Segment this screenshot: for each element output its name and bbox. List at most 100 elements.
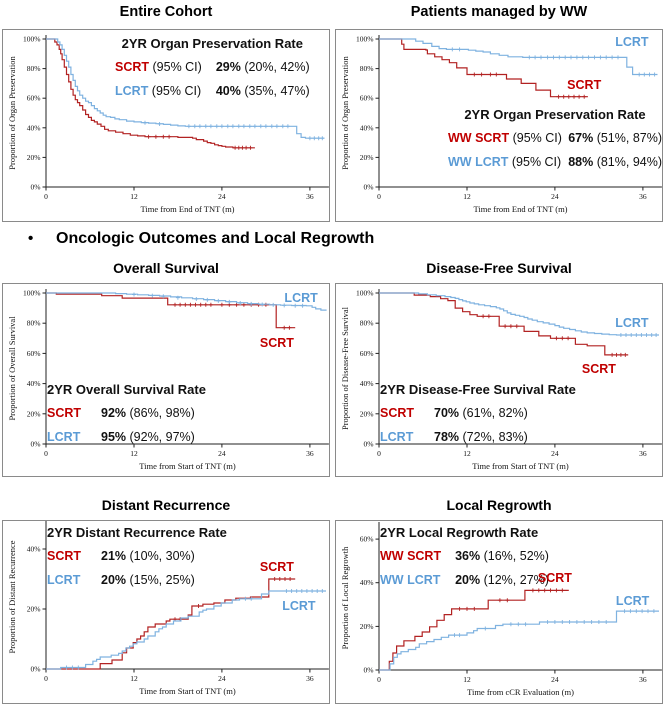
y-tick-label: 100% [23,289,41,298]
x-axis-title: Time from cCR Evaluation (m) [467,687,574,697]
lcrt-censor-marks [64,589,325,670]
x-axis-title: Time from Start of TNT (m) [139,686,236,696]
x-tick-label: 36 [306,674,314,683]
stat-ci: (20%, 42%) [240,60,310,74]
y-axis-title: Proportion of Organ Preservation [340,56,350,170]
stat-ci: (72%, 83%) [459,430,528,444]
disease-free-survival-stats-title: 2YR Disease-Free Survival Rate [380,382,576,397]
local-regrowth-label-lcrt: LCRT [615,594,650,609]
ww-scrt-censor-marks [457,588,565,611]
scrt-censor-marks [146,134,253,150]
ww-cohort-stats-rows: WW SCRT (95% CI) 67% (51%, 87%) WW LCRT (9… [448,129,662,171]
lcrt-curve [379,292,659,336]
y-tick-label: 40% [360,578,374,587]
stat-value: 36% (16%, 52%) [455,549,549,563]
local-regrowth-plot: 0% 20% 40% 60% 0 12 24 36 Time from cCR Evaluati… [340,522,662,697]
x-tick-label: 0 [44,192,48,201]
scrt-curve [46,292,296,329]
chart-panel-entire-cohort: 0% 20% 40% 60% 80% 100% 0 12 24 36 Time from End o… [2,29,330,222]
y-tick-label: 80% [27,64,41,73]
scrt-curve [379,292,629,356]
ww-scrt-curve [379,589,569,671]
y-tick-label: 20% [27,153,41,162]
y-tick-label: 80% [360,64,374,73]
stat-ci-suffix: (95% CI) [509,131,562,145]
y-tick-label: 0% [364,666,374,675]
y-tick-label: 0% [364,183,374,192]
stat-series-name: SCRT [380,406,415,420]
x-tick-label: 36 [639,449,647,458]
stat-value: 70% (61%, 82%) [434,406,528,420]
lcrt-censor-marks [132,292,305,308]
y-tick-label: 60% [27,349,41,358]
x-tick-label: 0 [44,674,48,683]
entire-cohort-stats-title: 2YR Organ Preservation Rate [121,36,303,51]
x-tick-label: 12 [130,449,138,458]
stat-ci-suffix: (95% CI) [148,84,202,98]
y-tick-label: 0% [31,183,41,192]
y-tick-label: 80% [27,319,41,328]
distant-recurrence-plot: 0% 20% 40% 0 12 24 36 Time from Start of TNT (m… [7,521,329,696]
x-tick-label: 36 [639,675,647,684]
local-regrowth-stats-title: 2YR Local Regrowth Rate [380,525,539,540]
stat-label: SCRT [47,404,87,422]
y-tick-label: 20% [27,409,41,418]
x-tick-label: 12 [130,192,138,201]
stat-label: WW SCRT (95% CI) [448,129,562,147]
stat-label: LCRT [47,428,87,446]
chart-title-entire-cohort: Entire Cohort [119,4,213,20]
x-axis-title: Time from End of TNT (m) [140,204,234,214]
x-tick-label: 36 [306,192,314,201]
lcrt-curve [46,38,325,139]
y-tick-label: 60% [360,349,374,358]
disease-free-survival-stats-box: 2YR Disease-Free Survival Rate SCRT 70% (6… [380,381,576,446]
y-tick-label: 60% [360,535,374,544]
stat-value: 29% (20%, 42%) [215,60,310,74]
y-tick-label: 20% [27,605,41,614]
stat-ci: (61%, 82%) [459,406,528,420]
scrt-curve [46,38,255,149]
stat-series-name: LCRT [47,430,81,444]
y-tick-label: 40% [360,123,374,132]
ww-lcrt-censor-marks [450,47,657,77]
y-axis-title: Proportion of Local Regrowth [340,546,350,649]
stat-label: SCRT [380,404,420,422]
x-tick-label: 36 [639,192,647,201]
x-tick-label: 0 [44,449,48,458]
y-tick-label: 40% [27,123,41,132]
x-tick-label: 24 [218,674,226,683]
x-tick-label: 24 [218,192,226,201]
stat-value: 88% (81%, 94%) [568,155,662,169]
stat-series-name: SCRT [47,549,82,563]
stat-value: 21% (10%, 30%) [101,549,195,563]
y-tick-label: 80% [360,319,374,328]
chart-panel-local-regrowth: 0% 20% 40% 60% 0 12 24 36 Time from cCR Evaluati… [335,520,663,704]
scrt-censor-marks [173,577,293,622]
scrt-curve [46,578,296,670]
overall-survival-stats-rows: SCRT 92% (86%, 98%) LCRT 95% (92%, 97%) [47,404,206,446]
x-tick-label: 0 [377,192,381,201]
distant-recurrence-stats-title: 2YR Distant Recurrence Rate [47,525,227,540]
y-tick-label: 100% [23,35,41,44]
disease-free-survival-plot: 0% 20% 40% 60% 80% 100% 0 12 24 36 Time from Start… [340,289,662,471]
stat-ci-suffix: (95% CI) [149,60,202,74]
stat-label: SCRT (95% CI) [115,58,202,76]
local-regrowth-stats-box: 2YR Local Regrowth Rate WW SCRT 36% (16%, … [380,524,549,589]
stat-ci: (15%, 25%) [126,573,195,587]
stat-ci-suffix: (95% CI) [508,155,562,169]
ww-cohort-label-scrt: SCRT [567,77,602,92]
stat-ci: (16%, 52%) [480,549,549,563]
y-tick-label: 40% [360,379,374,388]
stat-series-name: LCRT [115,84,149,98]
stat-value: 20% (12%, 27%) [455,573,549,587]
distant-recurrence-stats-rows: SCRT 21% (10%, 30%) LCRT 20% (15%, 25%) [47,547,227,589]
y-tick-label: 20% [360,622,374,631]
y-tick-label: 0% [31,665,41,674]
stat-label: LCRT [47,571,87,589]
ww-cohort-label-lcrt: LCRT [615,35,649,49]
stat-ci: (51%, 87%) [593,131,662,145]
ww-scrt-curve [379,38,588,98]
entire-cohort-plot: 0% 20% 40% 60% 80% 100% 0 12 24 36 Time from End o… [7,35,329,214]
chart-title-local-regrowth: Local Regrowth [446,497,552,513]
